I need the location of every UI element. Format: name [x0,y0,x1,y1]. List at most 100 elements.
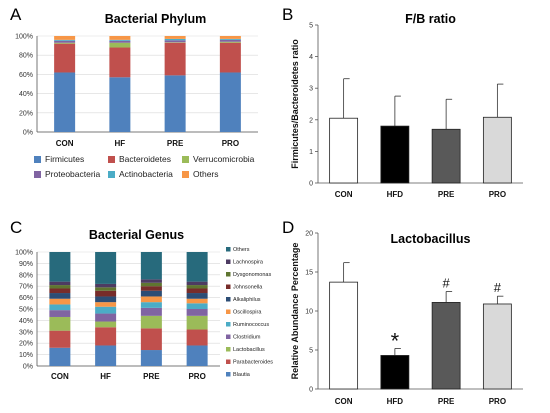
significance-mark: * [391,328,400,353]
bar-segment [49,304,71,311]
bar-segment [49,330,71,348]
y-tick-label: 15 [305,270,313,277]
y-tick-label: 30% [19,329,33,336]
bar [329,117,359,184]
bar-segment [164,40,186,43]
bar-segment [164,75,186,132]
bar-segment [219,41,241,43]
y-tick-label: 100% [15,250,33,257]
bar-segment [140,307,162,316]
y-tick-label: 20 [305,231,313,238]
bar-segment [219,72,241,132]
chart-title: Bacterial Phylum [105,12,206,26]
legend-swatch [182,171,189,178]
bar-segment [186,315,208,330]
legend-label: Others [193,169,219,179]
category-label: HF [115,139,126,148]
bar-segment [49,288,71,294]
panel-label-d: D [282,218,294,237]
category-label: PRE [143,372,160,381]
bar-segment [219,42,241,73]
bar-segment [186,285,208,289]
chart-bacterial-phylum: 0% 20% 40% 60% 80% 100% Bacterial Phylum CON HF P… [15,12,258,179]
bar-segment [164,36,186,39]
bar-segment [186,288,208,294]
y-tick-label: 10% [19,352,33,359]
y-tick-label: 3 [309,86,313,93]
bar [431,128,461,184]
y-tick-label: 50% [19,307,33,314]
bar-segment [95,283,117,288]
bar-segment [54,40,76,43]
category-label: HF [100,372,111,381]
y-tick-label: 20% [19,341,33,348]
bar-segment [186,293,208,299]
bar-segment [49,293,71,299]
legend-label: Proteobacteria [45,169,101,179]
bar-segment [95,321,117,328]
bar-segment [95,306,117,314]
y-tick-label: 4 [309,54,313,61]
legend-swatch [226,309,231,314]
y-tick-label: 40% [19,91,33,98]
y-tick-label: 0% [23,130,33,137]
bar-segment [140,252,162,280]
bar-segment [219,36,241,39]
legend-swatch [226,259,231,264]
legend-label: Blautia [233,372,251,378]
legend-label: Lactobacillus [233,347,265,353]
bar-segment [54,42,76,44]
legend-swatch [226,272,231,277]
bar-segment [109,47,131,78]
category-label: HFD [387,190,404,199]
bar-segment [109,39,131,41]
category-label: PRO [489,397,506,406]
bar-segment [95,313,117,322]
bar [380,355,410,390]
bar-segment [109,42,131,48]
y-tick-label: 2 [309,117,313,124]
chart-lactobacillus: 0 5 10 15 20 Lactobacillus Relative Abundance … [290,231,523,406]
legend-swatch [108,156,115,163]
category-label: HFD [387,397,404,406]
bar-segment [140,279,162,283]
bar-segment [140,328,162,351]
bar-segment [219,39,241,42]
bar-segment [219,38,241,40]
y-tick-label: 80% [19,53,33,60]
legend-label: Johnsonella [233,285,263,291]
legend-label: Ruminococcus [233,322,269,328]
bar-segment [54,36,76,40]
legend-swatch [226,347,231,352]
bar-segment [49,252,71,282]
legend-label: Oscillospira [233,310,262,316]
bar-segment [95,252,117,284]
y-tick-label: 90% [19,261,33,268]
legend-swatch [226,372,231,377]
bar-segment [186,303,208,309]
bar-segment [95,296,117,303]
chart-title: F/B ratio [405,12,456,26]
bar-segment [49,347,71,366]
bar-segment [140,282,162,287]
legend-swatch [226,297,231,302]
category-label: CON [51,372,69,381]
chart-title: Bacterial Genus [89,228,184,242]
y-tick-label: 1 [309,149,313,156]
bar-segment [95,287,117,291]
y-tick-label: 0 [309,387,313,394]
bar-segment [95,345,117,366]
chart-bacterial-genus: 0% 10% 20% 30% 40% 50% 60% 70% 80% 90% 100% Bacteri… [15,228,273,381]
bar-segment [140,350,162,366]
legend-label: Lachnospira [233,260,264,266]
bar-segment [49,281,71,286]
bar-segment [186,329,208,346]
bar-segment [140,302,162,308]
panel-label-a: A [10,5,22,24]
chart-fb-ratio: 0 1 2 3 4 5 F/B ratio Firmicutes/Bacteroidetes … [290,12,523,199]
bar-segment [109,36,131,40]
legend-swatch [226,322,231,327]
y-tick-label: 60% [19,295,33,302]
panel-label-c: C [10,218,22,237]
